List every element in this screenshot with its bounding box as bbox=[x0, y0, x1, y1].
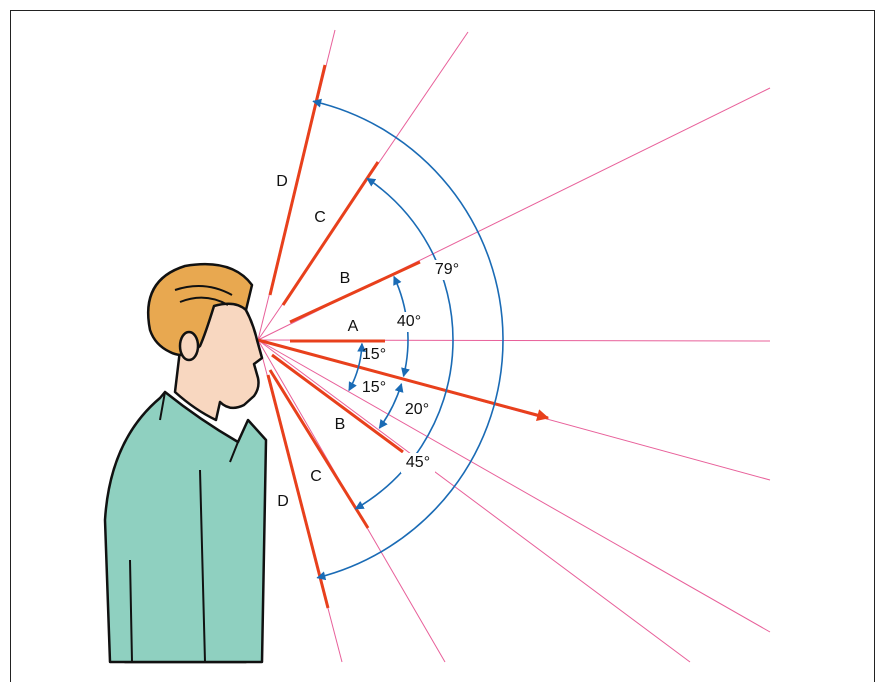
zone-label: C bbox=[310, 468, 322, 485]
angle-label: 40° bbox=[397, 313, 421, 330]
zone-segments bbox=[258, 65, 548, 608]
zone-label: D bbox=[276, 173, 288, 190]
angle-label: 45° bbox=[406, 454, 430, 471]
sight-lines bbox=[258, 30, 770, 662]
page: {"zone_labels": {"upper": ["D", "C", "B"… bbox=[0, 0, 885, 682]
zone-label: A bbox=[348, 318, 359, 335]
angle-label: 79° bbox=[435, 261, 459, 278]
angle-label: 20° bbox=[405, 401, 429, 418]
zone-label: B bbox=[340, 270, 351, 287]
zone-label: D bbox=[277, 493, 289, 510]
angle-label: 15° bbox=[362, 346, 386, 363]
zone-label: B bbox=[335, 416, 346, 433]
person bbox=[105, 264, 266, 662]
angle-labels bbox=[392, 260, 464, 473]
diagram: D C B A B C D 79° 40° 15° 15° 20° 45° bbox=[0, 0, 885, 682]
zone-label: C bbox=[314, 209, 326, 226]
angle-label: 15° bbox=[362, 379, 386, 396]
